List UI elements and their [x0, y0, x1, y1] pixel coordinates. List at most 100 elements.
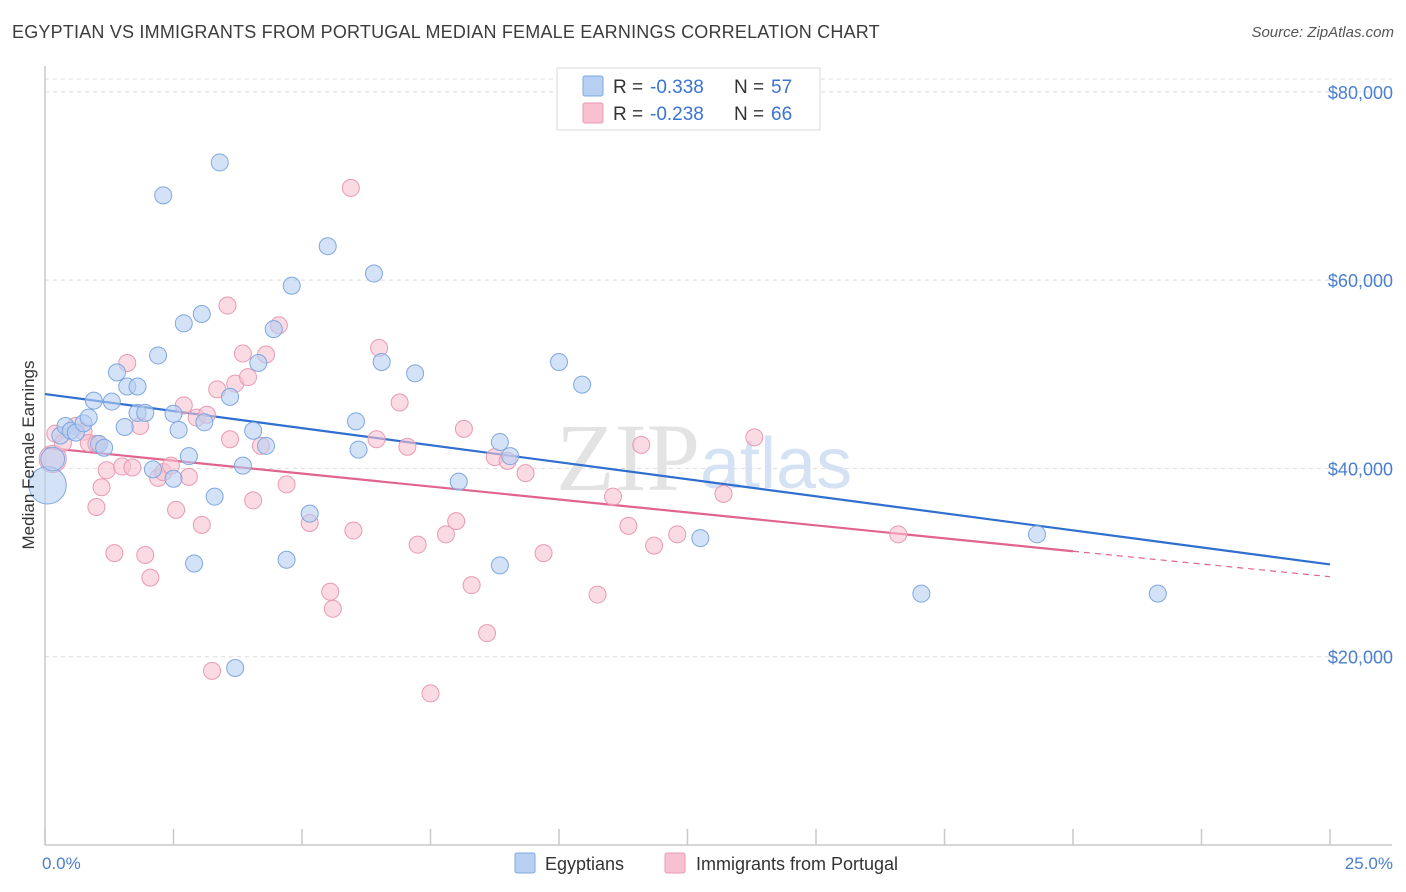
egyptians-point	[318, 237, 337, 256]
legend-r-label-2: R =	[613, 104, 643, 125]
egyptians-point	[226, 659, 245, 678]
stats-legend: R = -0.338 N = 57 R = -0.238 N = 66	[556, 67, 821, 131]
legend-r-value-2: -0.238	[650, 104, 704, 125]
egyptians-point	[40, 446, 66, 472]
egyptians-point	[406, 364, 425, 383]
egyptians-point	[573, 375, 592, 394]
portugal-point	[203, 661, 222, 680]
x-tick-label: 25.0%	[1345, 854, 1393, 873]
portugal-point	[645, 536, 664, 555]
egyptians-point	[349, 440, 368, 459]
egyptians-point	[691, 529, 710, 548]
egyptians-point	[550, 353, 568, 372]
portugal-point	[87, 498, 106, 517]
egyptians-point	[277, 550, 296, 569]
egyptians-point	[107, 363, 126, 382]
egyptians-point	[102, 392, 121, 411]
portugal-point	[233, 344, 252, 363]
egyptians-point	[149, 346, 168, 365]
series-legend-swatch-egyptians	[514, 852, 536, 874]
portugal-point	[218, 296, 237, 315]
egyptians-point	[195, 413, 214, 432]
y-tick-label: $20,000	[1328, 648, 1393, 668]
portugal-point	[603, 487, 622, 506]
portugal-point	[277, 475, 296, 494]
portugal-point	[889, 525, 908, 544]
portugal-point	[454, 419, 473, 438]
portugal-point	[105, 544, 124, 563]
portugal-trend-line-extension	[1072, 550, 1331, 578]
legend-n-label-2: N =	[734, 104, 764, 125]
series-legend-swatch-portugal	[664, 852, 686, 874]
data-points	[28, 153, 1167, 703]
egyptians-point	[221, 387, 240, 406]
legend-swatch-egyptians	[582, 75, 604, 97]
portugal-point	[447, 512, 466, 531]
portugal-point	[408, 535, 427, 554]
series-legend-egyptians: Egyptians	[545, 854, 624, 874]
portugal-point	[221, 430, 240, 449]
egyptians-point	[95, 438, 114, 457]
legend-n-label-1: N =	[734, 77, 764, 98]
egyptians-point	[79, 408, 98, 427]
portugal-point	[714, 484, 733, 503]
y-tick-labels: $20,000 $40,000 $60,000 $80,000	[1328, 83, 1393, 668]
portugal-point	[436, 525, 455, 544]
portugal-point	[321, 582, 340, 601]
legend-n-value-2: 66	[771, 104, 792, 125]
portugal-point	[192, 515, 211, 534]
legend-swatch-portugal	[582, 102, 604, 124]
y-tick-label: $60,000	[1328, 271, 1393, 291]
portugal-point	[92, 478, 111, 497]
egyptians-point	[249, 353, 268, 372]
egyptians-point	[449, 472, 468, 491]
portugal-point	[588, 585, 607, 604]
portugal-point	[97, 461, 116, 480]
egyptians-point	[136, 403, 155, 422]
portugal-point	[323, 599, 342, 618]
portugal-point	[123, 458, 142, 477]
portugal-point	[478, 624, 497, 643]
portugal-point	[632, 435, 651, 454]
egyptians-point	[115, 417, 134, 436]
egyptians-point	[244, 421, 263, 440]
legend-r-label-1: R =	[613, 77, 643, 98]
egyptians-point	[84, 391, 103, 410]
portugal-point	[244, 491, 263, 510]
series-legend: Egyptians Immigrants from Portugal	[514, 852, 898, 874]
portugal-point	[668, 525, 687, 544]
portugal-point	[516, 464, 535, 483]
egyptians-point	[164, 469, 183, 488]
portugal-point	[239, 368, 258, 387]
legend-n-value-1: 57	[771, 77, 792, 98]
portugal-point	[141, 568, 160, 587]
egyptians-point	[1148, 584, 1167, 603]
watermark-zip: ZIP	[556, 404, 700, 511]
egyptians-point	[205, 487, 224, 506]
portugal-point	[534, 544, 553, 563]
egyptians-point	[233, 456, 252, 475]
egyptians-point	[143, 460, 162, 479]
portugal-point	[179, 467, 198, 486]
y-tick-label: $80,000	[1328, 83, 1393, 103]
portugal-point	[367, 430, 386, 449]
portugal-point	[341, 178, 360, 197]
egyptians-point	[185, 554, 204, 573]
egyptians-point	[179, 447, 198, 466]
egyptians-point	[372, 353, 391, 372]
egyptians-point	[490, 433, 509, 452]
source-label: Source: ZipAtlas.com	[1251, 24, 1394, 41]
portugal-point	[745, 428, 764, 447]
egyptians-point	[210, 153, 229, 172]
x-tick-labels: 0.0% 25.0%	[42, 854, 1393, 873]
egyptians-point	[501, 447, 520, 466]
egyptians-point	[912, 584, 931, 603]
portugal-point	[398, 437, 417, 456]
egyptians-point	[282, 276, 301, 295]
portugal-point	[344, 521, 363, 540]
x-tick-label: 0.0%	[42, 854, 81, 873]
series-legend-portugal: Immigrants from Portugal	[696, 854, 898, 874]
portugal-point	[619, 516, 638, 535]
egyptians-point	[169, 420, 188, 439]
